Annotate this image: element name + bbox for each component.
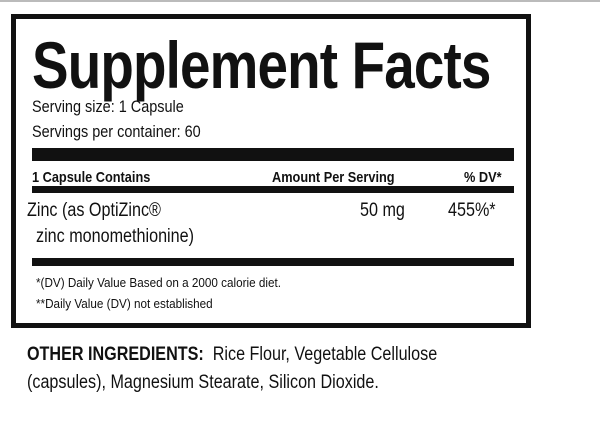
- other-ingredients-text2: (capsules), Magnesium Stearate, Silicon …: [27, 372, 379, 393]
- other-ingredients-line1: OTHER INGREDIENTS: Rice Flour, Vegetable…: [27, 344, 437, 366]
- column-header-dv: % DV*: [464, 169, 502, 186]
- nutrient-amount: 50 mg: [360, 200, 405, 221]
- nutrient-name-line2: zinc monomethionine): [36, 226, 194, 247]
- nutrient-name-line1: Zinc (as OptiZinc®: [27, 200, 161, 221]
- other-ingredients-heading: OTHER INGREDIENTS:: [27, 344, 204, 365]
- footnote-dv: *(DV) Daily Value Based on a 2000 calori…: [36, 275, 281, 290]
- column-header-amount: Amount Per Serving: [272, 169, 395, 186]
- thick-divider: [32, 148, 514, 161]
- header-divider: [32, 186, 514, 193]
- panel-title: Supplement Facts: [32, 28, 491, 102]
- supplement-facts-panel: Supplement Facts Serving size: 1 Capsule…: [11, 14, 531, 328]
- column-header-contains: 1 Capsule Contains: [32, 169, 151, 186]
- servings-per-container: Servings per container: 60: [32, 122, 201, 141]
- serving-size: Serving size: 1 Capsule: [32, 97, 184, 116]
- bottom-divider: [32, 258, 514, 266]
- nutrient-dv: 455%*: [448, 200, 496, 221]
- top-divider: [0, 0, 600, 2]
- other-ingredients-text1: Rice Flour, Vegetable Cellulose: [212, 344, 438, 365]
- footnote-not-established: **Daily Value (DV) not established: [36, 296, 213, 311]
